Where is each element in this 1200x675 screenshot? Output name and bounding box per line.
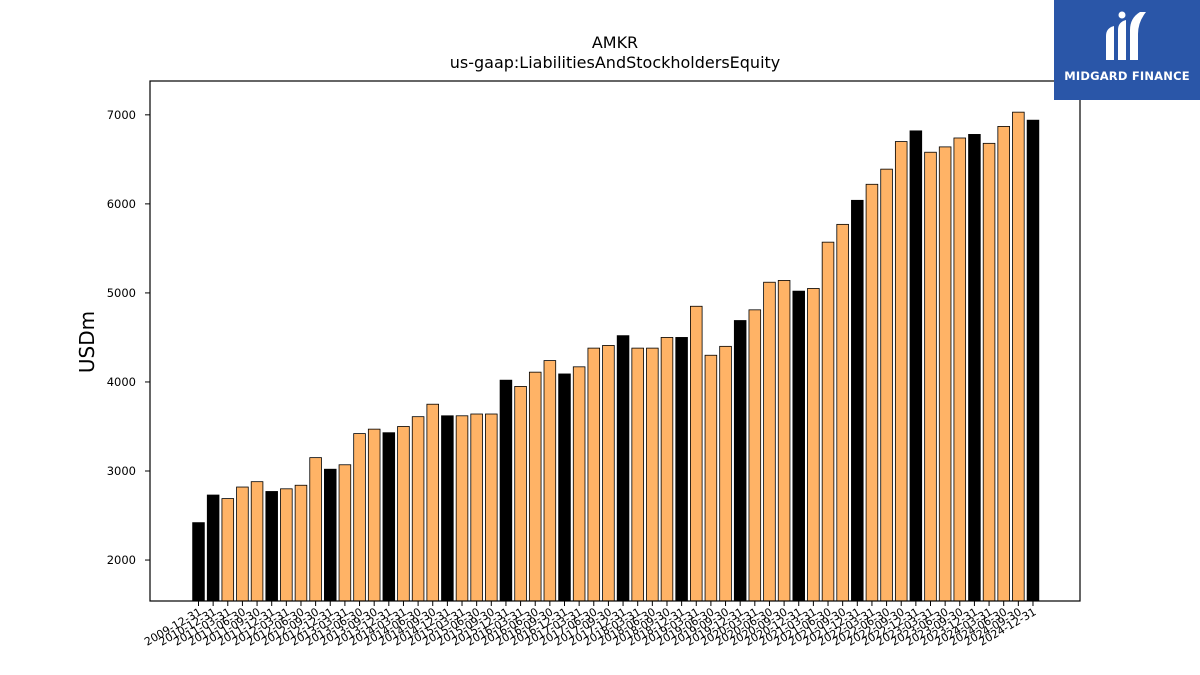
- bar: [646, 347, 659, 602]
- bar: [821, 241, 835, 602]
- bar: [250, 481, 264, 602]
- bar: [909, 130, 923, 602]
- bar: [514, 386, 527, 602]
- bar: [880, 168, 893, 602]
- chart-title: AMKR: [592, 33, 638, 52]
- bar: [206, 494, 220, 602]
- bar: [528, 371, 542, 602]
- bar: [455, 415, 469, 602]
- bar: [294, 484, 308, 602]
- y-tick-label: 3000: [107, 464, 136, 478]
- bar: [792, 290, 805, 602]
- bar: [280, 488, 293, 602]
- brand-logo: MIDGARD FINANCE: [1054, 0, 1200, 100]
- y-axis-label: USDm: [75, 311, 99, 373]
- bar: [470, 413, 483, 602]
- chart-subtitle: us-gaap:LiabilitiesAndStockholdersEquity: [450, 53, 781, 72]
- bar: [587, 347, 601, 602]
- bar: [1012, 111, 1025, 602]
- bar: [616, 335, 630, 602]
- y-axis-ticks: 2000 3000 4000 5000 6000 7000: [107, 108, 150, 567]
- bar: [353, 433, 366, 602]
- y-tick-label: 7000: [107, 108, 136, 122]
- bar: [192, 522, 205, 602]
- midgard-logo-icon: [1106, 11, 1146, 60]
- bar: [894, 141, 908, 602]
- y-tick-label: 5000: [107, 286, 136, 300]
- bar: [851, 199, 864, 602]
- bar: [572, 366, 586, 602]
- bar: [997, 126, 1010, 602]
- bar: [733, 320, 747, 602]
- bar: [968, 134, 981, 602]
- bar: [221, 498, 235, 602]
- bar: [982, 142, 996, 602]
- bar: [411, 416, 425, 602]
- bar: [865, 183, 879, 602]
- bar: [324, 468, 337, 602]
- bar: [836, 223, 849, 602]
- bar: [426, 403, 439, 602]
- bar: [777, 280, 791, 602]
- bar: [660, 337, 674, 602]
- bar: [543, 360, 557, 602]
- bar: [309, 457, 322, 602]
- bar: [485, 413, 498, 602]
- bar: [938, 146, 952, 602]
- brand-name: MIDGARD FINANCE: [1064, 69, 1190, 83]
- bar: [558, 373, 571, 602]
- bar: [807, 288, 820, 602]
- bar: [704, 354, 718, 602]
- bar: [338, 464, 352, 602]
- bar: [236, 486, 249, 602]
- bar: [763, 281, 776, 602]
- y-tick-label: 4000: [107, 375, 136, 389]
- bar: [499, 379, 513, 602]
- bar: [441, 415, 454, 602]
- bar: [924, 151, 937, 602]
- bar: [602, 345, 615, 602]
- bar: [631, 347, 644, 602]
- bar: [382, 432, 396, 602]
- bar: [690, 305, 703, 602]
- bar: [675, 337, 688, 602]
- plot-frame: [149, 80, 1081, 602]
- bar: [397, 426, 410, 602]
- bar: [953, 137, 967, 602]
- bar: [1026, 119, 1040, 602]
- x-axis-ticks: 2009-12-312010-12-312011-03-312011-06-30…: [142, 601, 1038, 649]
- bar: [719, 345, 732, 602]
- bar: [748, 309, 762, 602]
- y-tick-label: 6000: [107, 197, 136, 211]
- y-tick-label: 2000: [107, 553, 136, 567]
- bar: [367, 428, 381, 602]
- bars-group: [192, 111, 1040, 602]
- bar: [265, 491, 278, 602]
